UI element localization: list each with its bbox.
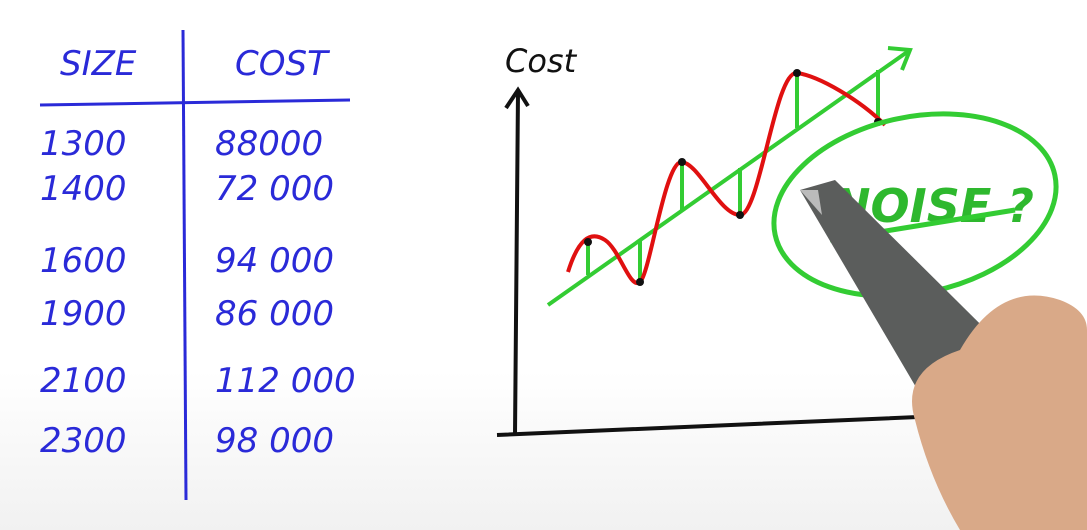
hand [912,295,1087,530]
pen-tip [800,190,822,215]
table-cell: 94 000 [215,241,334,281]
table-rule [39,98,351,107]
table-cell: 1600 [40,241,127,281]
table-cell: 98 000 [215,421,334,461]
table-cell: 1400 [40,169,127,209]
table-cell: 1900 [40,294,127,334]
column-header: SIZE [60,44,137,84]
table-cell: 2100 [40,361,127,401]
table-cell: 72 000 [215,169,334,209]
table: SIZE COST 1300 88000 1400 72 000 1600 94 000 190… [40,44,356,461]
y-axis [504,86,530,436]
trend-line [546,46,913,307]
table-divider [181,29,188,501]
table-cell: 1300 [40,124,127,164]
residuals [586,70,880,282]
data-points [584,69,882,286]
table-cell: 88000 [215,124,323,164]
y-axis-label: Cost [505,42,578,80]
table-cell: 2300 [40,421,127,461]
table-cell: 112 000 [215,361,356,401]
table-cell: 86 000 [215,294,334,334]
column-header: COST [235,44,330,84]
